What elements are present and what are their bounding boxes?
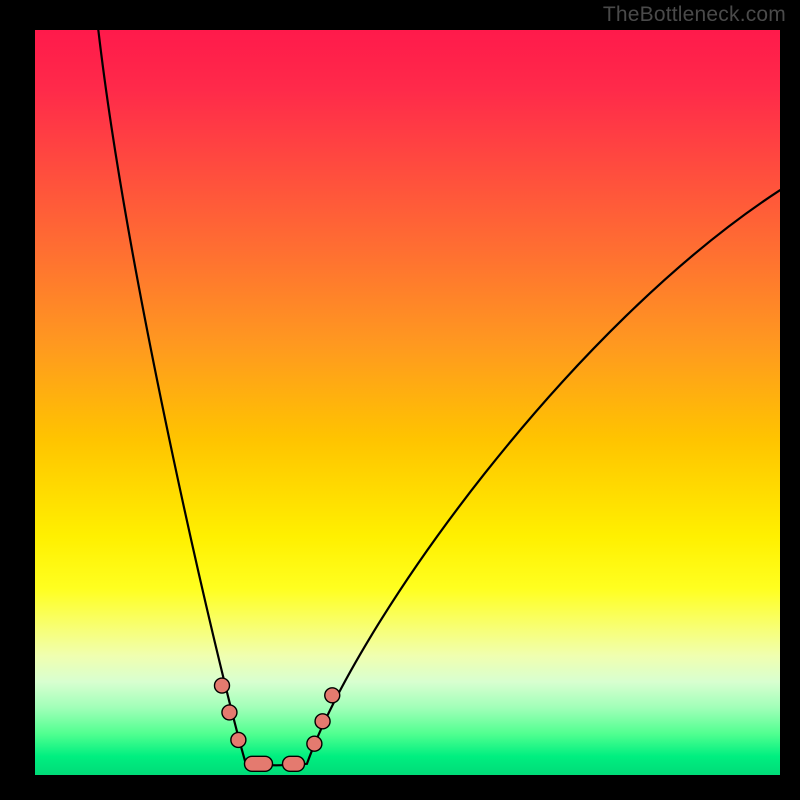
marker-4: [283, 756, 305, 771]
marker-6: [315, 714, 330, 729]
marker-7: [325, 688, 340, 703]
curve-svg: [35, 30, 780, 775]
plot-area: [35, 30, 780, 775]
marker-3: [245, 756, 273, 771]
marker-2: [231, 732, 246, 747]
marker-1: [222, 705, 237, 720]
marker-0: [214, 678, 229, 693]
chart-frame: TheBottleneck.com: [0, 0, 800, 800]
gradient-background: [35, 30, 780, 775]
marker-5: [307, 736, 322, 751]
watermark-text: TheBottleneck.com: [603, 3, 786, 27]
